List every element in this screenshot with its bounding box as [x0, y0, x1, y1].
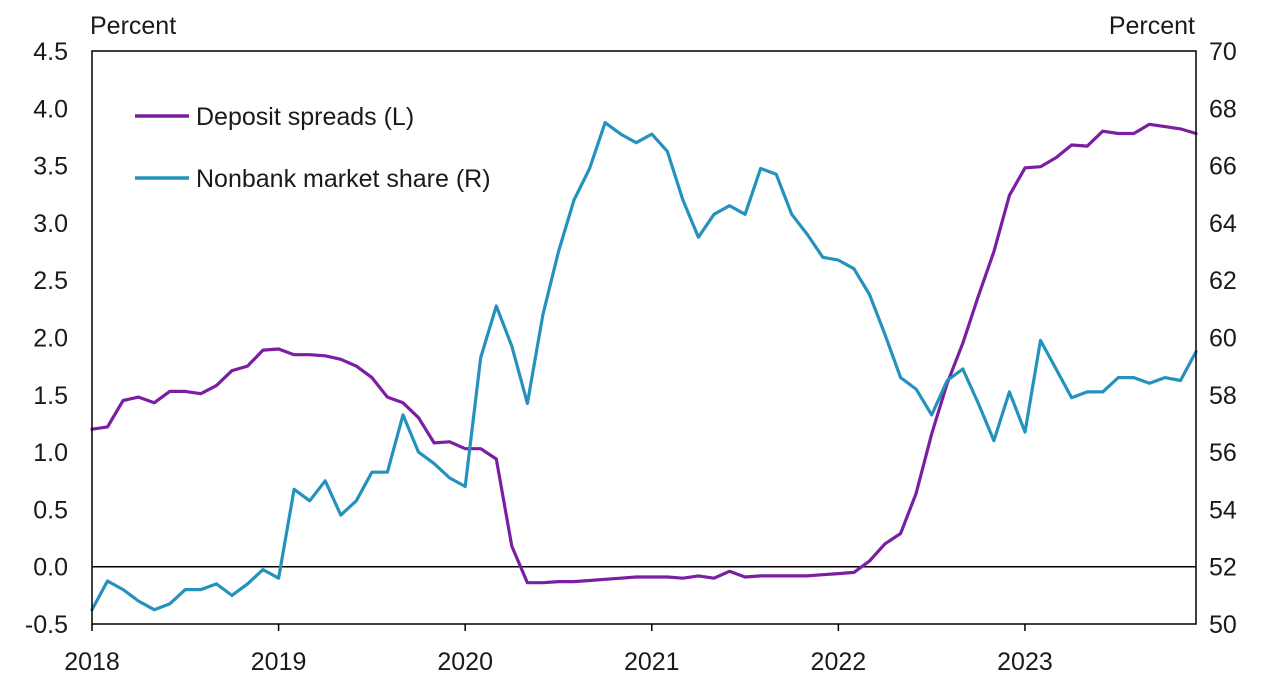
right-axis-tick-label: 68	[1209, 95, 1237, 123]
left-axis-tick-label: 0.5	[33, 496, 68, 524]
left-axis-tick-label: -0.5	[25, 611, 68, 639]
legend-label-deposit-spreads: Deposit spreads (L)	[196, 103, 414, 131]
right-axis-ticks: 70 68 66 64 62 60 58 56 54 52 50	[1209, 38, 1237, 639]
x-axis-tick-label: 2019	[251, 648, 307, 676]
series-line-nonbank-market-share	[90, 120, 1198, 612]
x-axis-ticks: 2018 2019 2020 2021 2022 2023	[64, 624, 1053, 676]
left-axis-ticks: 4.5 4.0 3.5 3.0 2.5 2.0 1.5 1.0 0.5 0.0 -0.5	[25, 38, 68, 639]
left-axis-tick-label: 2.0	[33, 325, 68, 353]
left-axis-tick-label: 1.0	[33, 439, 68, 467]
right-axis-tick-label: 58	[1209, 382, 1237, 410]
right-axis-tick-label: 62	[1209, 267, 1237, 295]
right-axis-tick-label: 52	[1209, 554, 1237, 582]
left-axis-tick-label: 2.5	[33, 267, 68, 295]
right-axis-tick-label: 60	[1209, 325, 1237, 353]
right-axis-unit-label: Percent	[1109, 12, 1195, 40]
legend: Deposit spreads (L) Nonbank market share…	[135, 103, 491, 193]
x-axis-tick-label: 2021	[624, 648, 680, 676]
right-axis-tick-label: 54	[1209, 496, 1237, 524]
plot-frame	[91, 50, 1197, 625]
left-axis-tick-label: 1.5	[33, 382, 68, 410]
left-axis-unit-label: Percent	[90, 12, 176, 40]
x-axis-tick-label: 2020	[437, 648, 493, 676]
right-axis-tick-label: 64	[1209, 210, 1237, 238]
right-axis-tick-label: 56	[1209, 439, 1237, 467]
series-lines	[90, 120, 1198, 612]
right-axis-tick-label: 70	[1209, 38, 1237, 66]
left-axis-tick-label: 3.5	[33, 153, 68, 181]
x-axis-tick-label: 2023	[997, 648, 1053, 676]
left-axis-tick-label: 0.0	[33, 554, 68, 582]
x-axis-tick-label: 2018	[64, 648, 120, 676]
series-line-deposit-spreads	[90, 122, 1198, 585]
left-axis-tick-label: 3.0	[33, 210, 68, 238]
legend-label-nonbank-market-share: Nonbank market share (R)	[196, 165, 491, 193]
x-axis-tick-label: 2022	[811, 648, 867, 676]
right-axis-tick-label: 50	[1209, 611, 1237, 639]
left-axis-tick-label: 4.5	[33, 38, 68, 66]
left-axis-tick-label: 4.0	[33, 95, 68, 123]
right-axis-tick-label: 66	[1209, 153, 1237, 181]
